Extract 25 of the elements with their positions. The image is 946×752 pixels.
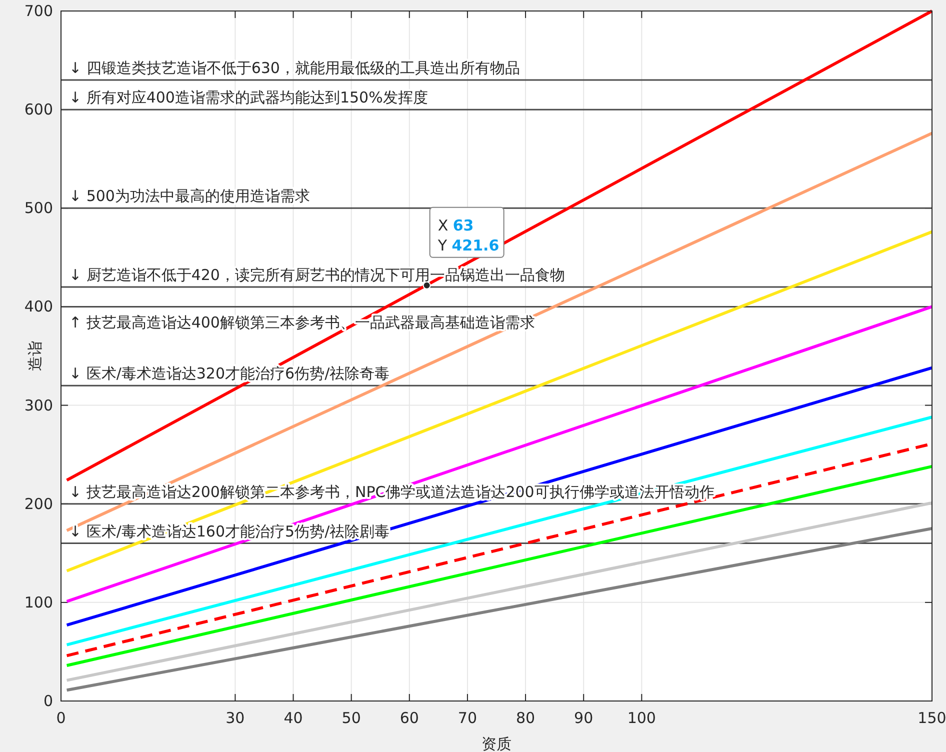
ref-line-label: ↓ 四锻造类技艺造诣不低于630，就能用最低级的工具造出所有物品 [69,59,520,77]
y-tick-label: 0 [43,692,53,710]
x-tick-label: 70 [458,709,478,727]
y-tick-label: 700 [24,2,53,20]
y-axis-title: 造诣 [26,341,44,371]
x-tick-label: 60 [400,709,419,727]
annotation: X 63 Y 421.6 [436,216,500,254]
x-tick-label: 150 [918,709,946,727]
y-tick-label: 400 [24,298,53,316]
x-tick-label: 100 [627,709,656,727]
x-tick-label: 90 [574,709,594,727]
x-axis-title: 资质 [482,735,512,752]
y-tick-label: 500 [24,199,53,218]
x-tick-label: 0 [56,709,66,727]
y-tick-label: 600 [24,100,53,119]
x-tick-label: 50 [342,709,361,727]
x-tick-label: 30 [226,709,245,727]
ref-line-label: ↓ 厨艺造诣不低于420，读完所有厨艺书的情况下可用一品锅造出一品食物 [69,266,565,284]
x-tick-label: 80 [516,709,536,727]
y-tick-label: 200 [24,494,53,513]
y-tick-label: 300 [24,396,53,414]
x-tick-label: 40 [284,709,303,727]
ref-line-label: ↓ 所有对应400造诣需求的武器均能达到150%发挥度 [69,88,428,107]
ref-line-label: ↓ 500为功法中最高的使用造诣需求 [69,187,310,206]
y-tick-label: 100 [24,593,53,612]
